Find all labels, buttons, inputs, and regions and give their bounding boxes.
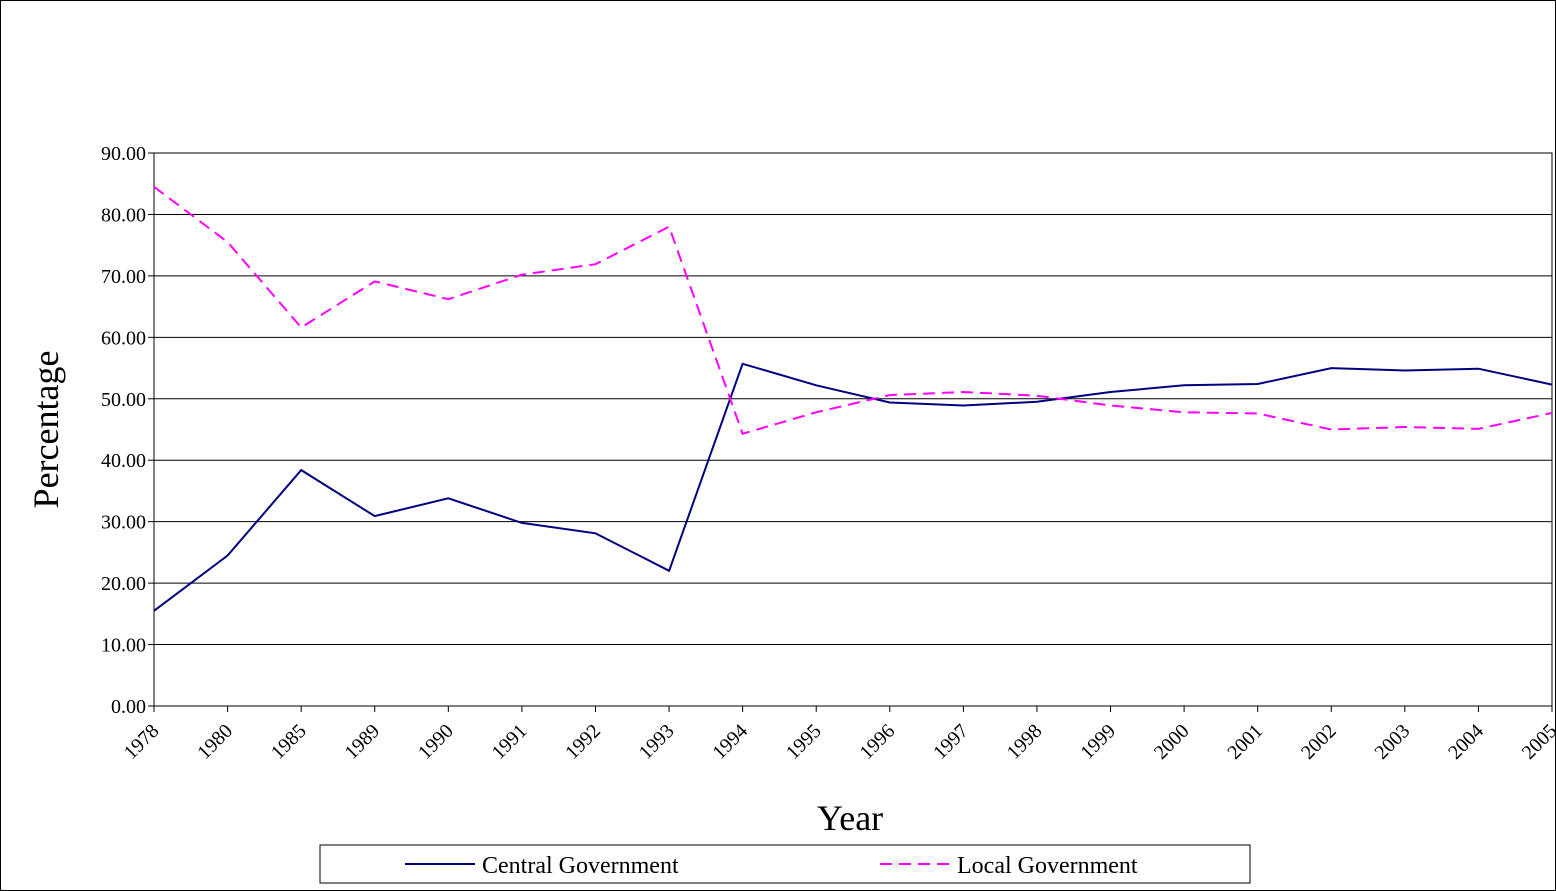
x-axis: 1978 1980 1985 1989 1990 1991 1992 1993 1994 1995…	[120, 706, 1556, 764]
y-tick-label: 70.00	[101, 266, 146, 288]
y-tick-label: 20.00	[101, 573, 146, 595]
series-lines	[153, 186, 1553, 612]
y-tick-label: 10.00	[101, 635, 146, 657]
x-tick-label: 1994	[708, 720, 752, 764]
plot-area-border	[153, 152, 1553, 707]
x-tick-label: 1997	[929, 720, 973, 764]
series-line-local-government	[153, 186, 1553, 436]
y-axis-title: Percentage	[26, 351, 66, 509]
y-tick-label: 50.00	[101, 389, 146, 411]
x-tick-label: 1993	[635, 720, 679, 764]
y-tick-label: 40.00	[101, 450, 146, 472]
x-tick-label: 2002	[1297, 720, 1341, 764]
legend-label-central-government: Central Government	[482, 853, 679, 879]
x-tick-label: 1992	[561, 720, 605, 764]
x-tick-label: 1991	[488, 720, 532, 764]
x-tick-label: 1999	[1076, 720, 1120, 764]
series-line-central-government	[153, 362, 1553, 612]
x-tick-label: 2000	[1150, 720, 1194, 764]
x-tick-label: 1980	[193, 720, 237, 764]
x-tick-label: 1995	[782, 720, 826, 764]
x-tick-label: 1990	[414, 720, 458, 764]
y-tick-label: 30.00	[101, 512, 146, 534]
x-tick-label: 2004	[1444, 720, 1488, 764]
x-axis-title: Year	[817, 798, 883, 838]
legend-label-local-government: Local Government	[957, 853, 1138, 879]
y-tick-label: 0.00	[111, 696, 146, 718]
x-tick-label: 2005	[1518, 720, 1556, 764]
y-axis: 0.00 10.00 20.00 30.00 40.00 50.00 60.00 70.00 8…	[101, 143, 154, 718]
x-tick-label: 1996	[855, 720, 899, 764]
y-tick-label: 90.00	[101, 143, 146, 165]
x-tick-label: 1998	[1003, 720, 1047, 764]
y-tick-label: 80.00	[101, 204, 146, 226]
legend: Central Government Local Government	[319, 844, 1251, 884]
x-tick-label: 1978	[120, 720, 164, 764]
x-tick-label: 1985	[267, 720, 311, 764]
x-tick-label: 1989	[340, 720, 384, 764]
x-tick-label: 2001	[1223, 720, 1267, 764]
x-tick-label: 2003	[1371, 720, 1415, 764]
y-tick-label: 60.00	[101, 327, 146, 349]
